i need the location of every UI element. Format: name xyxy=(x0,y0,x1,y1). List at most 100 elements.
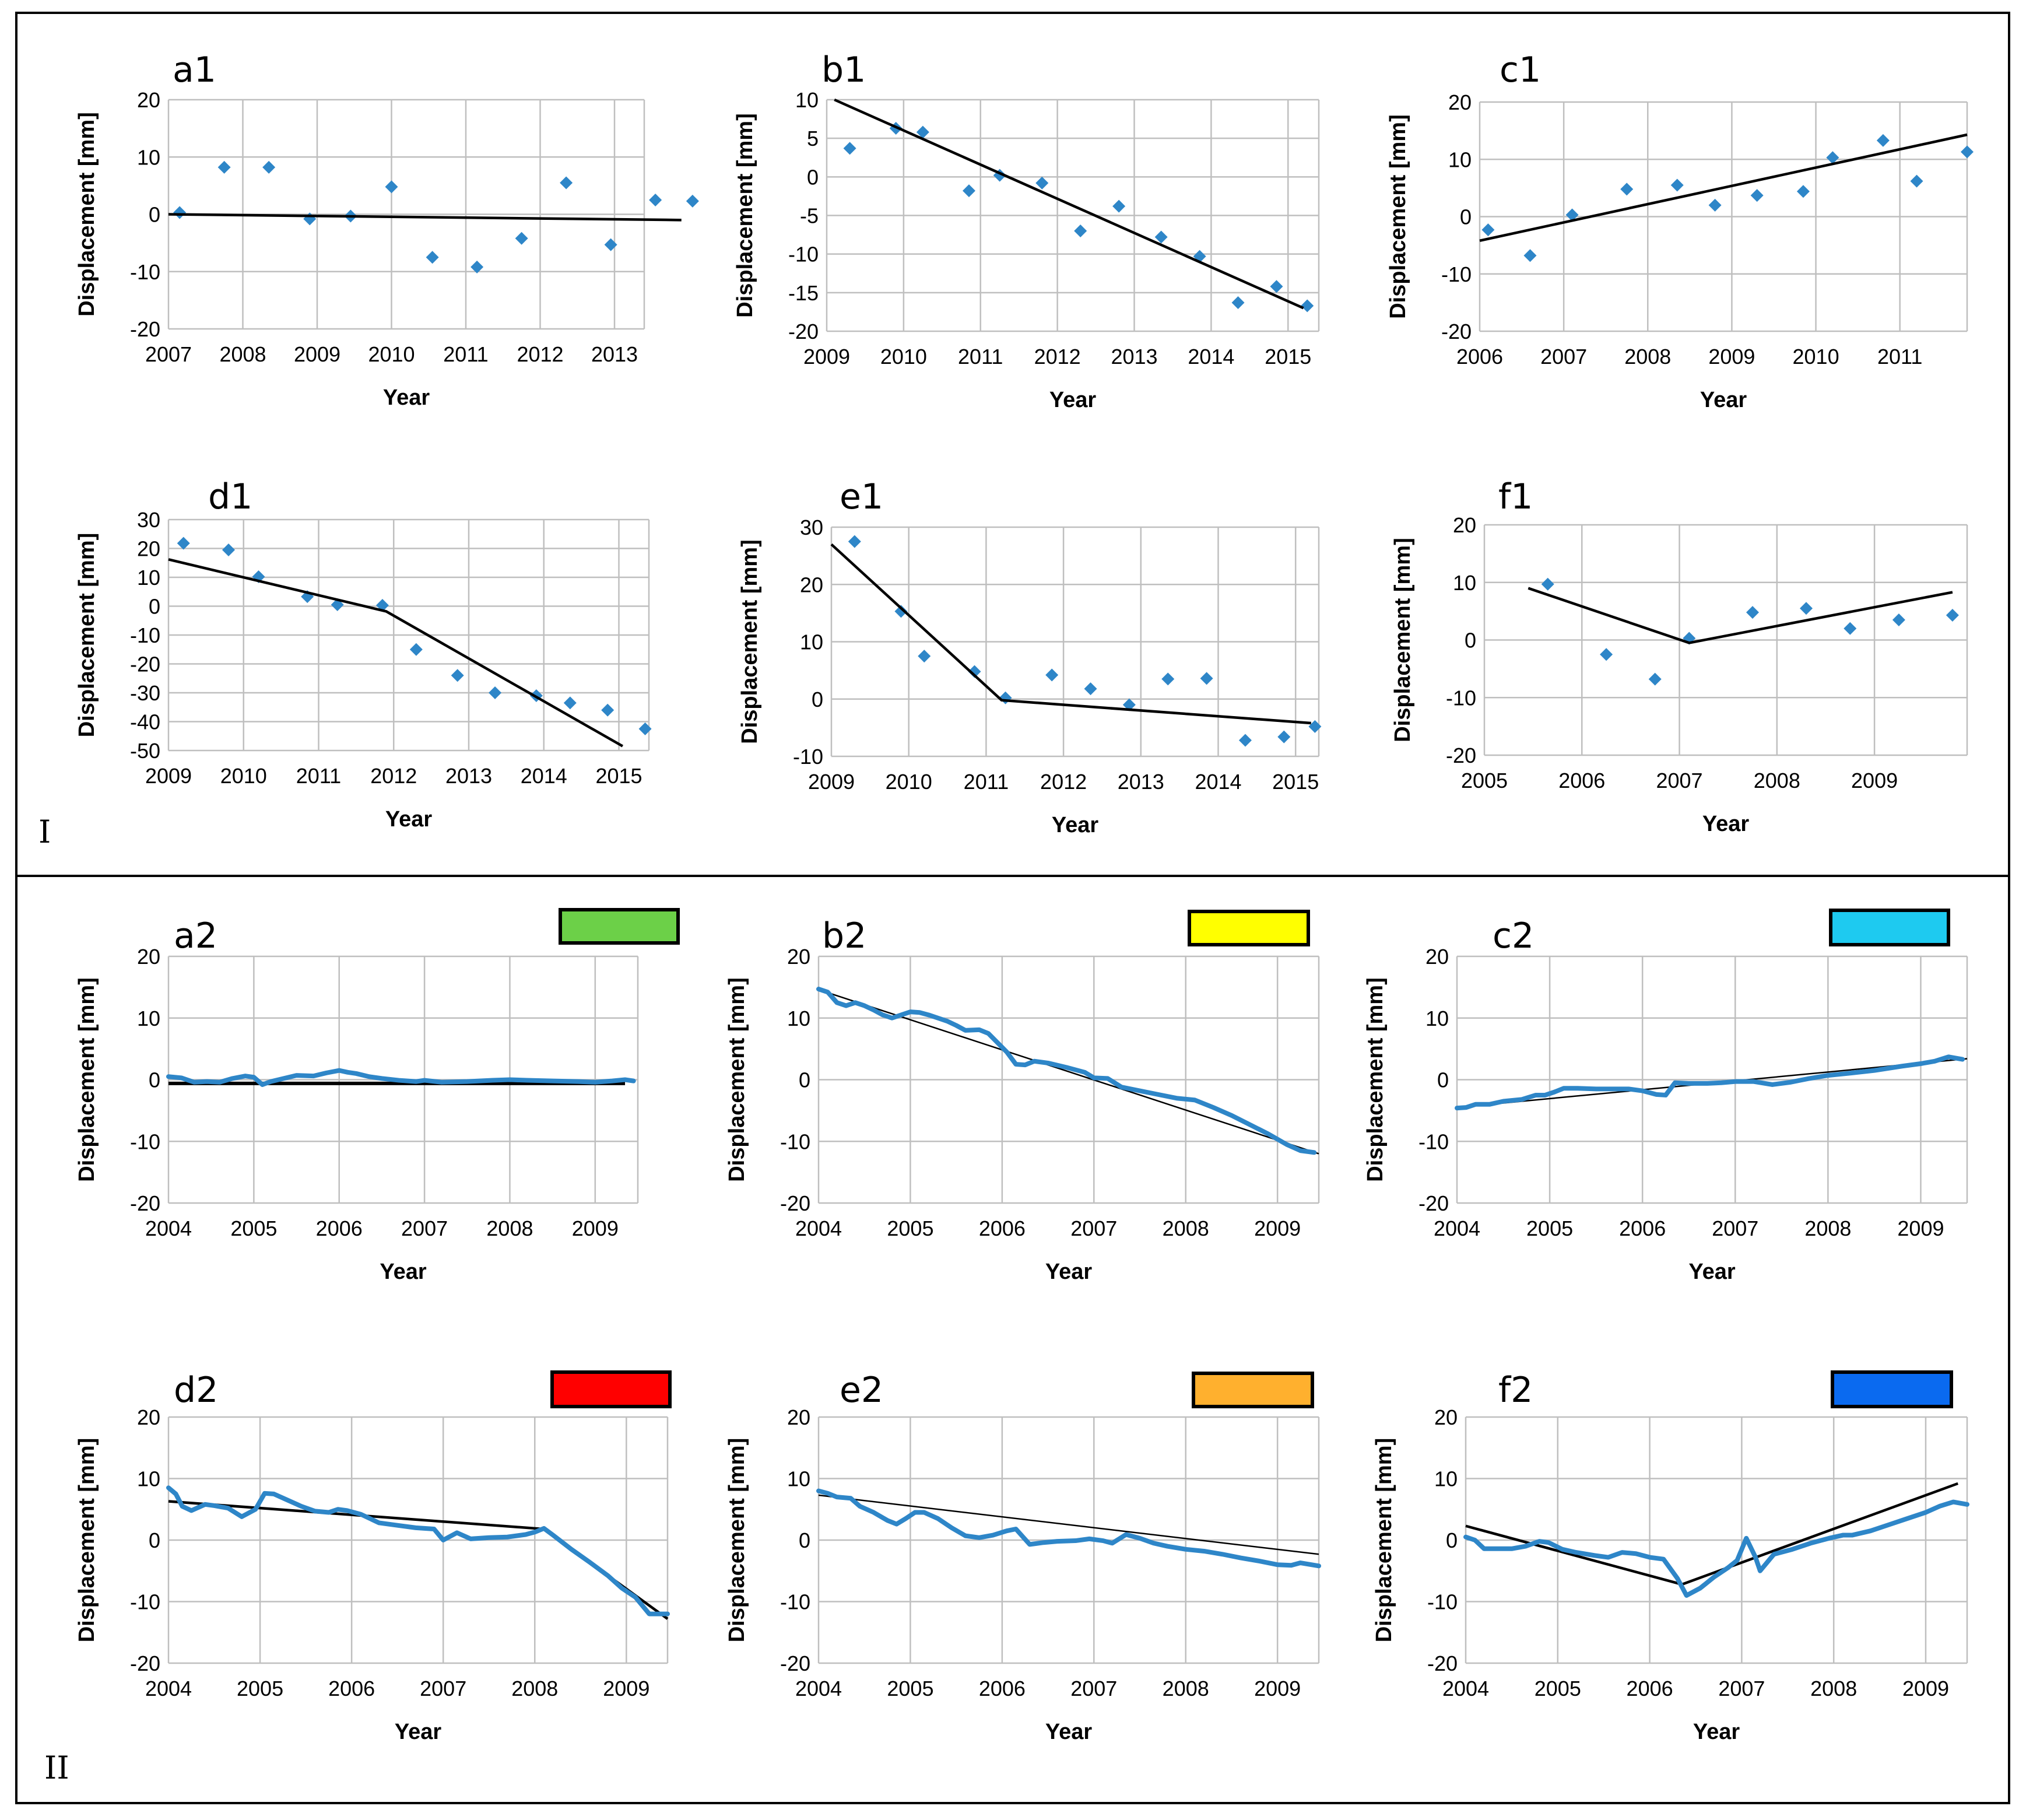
y-tick-label: 10 xyxy=(1448,148,1472,171)
x-tick-label: 2006 xyxy=(1558,769,1605,792)
x-axis-title: Year xyxy=(1049,388,1097,412)
data-point xyxy=(1231,296,1245,310)
y-tick-label: 20 xyxy=(137,945,160,969)
data-point xyxy=(962,184,975,198)
y-axis-title: Displacement [mm] xyxy=(75,533,99,738)
y-tick-label: -10 xyxy=(1441,262,1472,286)
data-point xyxy=(1892,613,1905,626)
y-tick-label: -20 xyxy=(788,320,819,343)
y-axis-title: Displacement [mm] xyxy=(1372,1438,1396,1643)
data-point xyxy=(1961,145,1974,159)
data-point xyxy=(1800,602,1813,615)
x-tick-label: 2005 xyxy=(1526,1216,1573,1240)
y-tick-label: 10 xyxy=(787,1007,810,1030)
legend-swatch xyxy=(1831,1370,1953,1408)
y-tick-label: 0 xyxy=(149,203,160,227)
section-label-top: I xyxy=(38,813,51,850)
x-tick-label: 2012 xyxy=(1034,345,1081,369)
x-tick-label: 2004 xyxy=(1442,1677,1489,1700)
panel-label: b2 xyxy=(822,916,866,956)
y-tick-label: 10 xyxy=(795,88,819,112)
x-tick-label: 2009 xyxy=(1254,1216,1301,1240)
data-point xyxy=(385,180,398,194)
y-tick-label: 0 xyxy=(1437,1068,1449,1092)
y-tick-label: 10 xyxy=(800,630,823,654)
x-tick-label: 2009 xyxy=(572,1216,619,1240)
x-tick-label: 2005 xyxy=(230,1216,277,1240)
y-tick-label: -20 xyxy=(1441,320,1472,343)
displacement-series-line xyxy=(166,1068,636,1087)
y-tick-label: -20 xyxy=(1446,744,1476,767)
y-tick-label: 0 xyxy=(812,688,823,711)
displacement-series-line xyxy=(166,1485,670,1616)
y-tick-label: 10 xyxy=(137,1467,160,1491)
x-axis-title: Year xyxy=(1045,1720,1093,1744)
y-tick-label: 10 xyxy=(1425,1007,1449,1030)
data-point xyxy=(638,722,652,735)
x-tick-label: 2015 xyxy=(1265,345,1311,369)
panel-label: d2 xyxy=(174,1370,218,1411)
x-tick-label: 2014 xyxy=(1195,770,1241,794)
x-tick-label: 2010 xyxy=(1793,345,1839,369)
y-tick-label: 20 xyxy=(1434,1405,1458,1429)
data-point xyxy=(515,232,528,245)
section-label-bottom: II xyxy=(44,1749,69,1786)
data-point xyxy=(1200,672,1213,685)
y-tick-label: -10 xyxy=(780,1130,810,1153)
x-tick-label: 2006 xyxy=(1619,1216,1666,1240)
data-point xyxy=(1910,174,1923,188)
data-point xyxy=(222,543,235,556)
y-tick-label: 0 xyxy=(1446,1528,1458,1552)
y-axis-title: Displacement [mm] xyxy=(725,1438,749,1643)
data-point xyxy=(177,536,190,550)
data-point xyxy=(1523,249,1537,262)
legend-swatch xyxy=(559,908,680,945)
data-point xyxy=(1035,176,1049,190)
y-tick-label: 10 xyxy=(1434,1467,1458,1491)
x-tick-label: 2005 xyxy=(887,1677,933,1700)
y-tick-label: -15 xyxy=(788,281,819,305)
data-point xyxy=(1796,185,1810,198)
y-tick-label: -5 xyxy=(800,204,819,228)
y-axis-title: Displacement [mm] xyxy=(738,539,762,744)
trend-line xyxy=(834,98,1304,310)
data-point xyxy=(894,605,908,618)
x-tick-label: 2011 xyxy=(443,342,488,366)
x-tick-label: 2009 xyxy=(1254,1677,1301,1700)
x-tick-label: 2008 xyxy=(1804,1216,1851,1240)
y-tick-label: -20 xyxy=(130,1191,160,1215)
y-tick-label: -50 xyxy=(130,739,160,763)
x-tick-label: 2008 xyxy=(1754,769,1800,792)
y-tick-label: -10 xyxy=(130,1130,160,1153)
x-tick-label: 2005 xyxy=(1461,769,1508,792)
displacement-series-line xyxy=(816,987,1317,1155)
data-point xyxy=(1084,682,1097,696)
data-point xyxy=(1154,230,1168,244)
x-tick-label: 2009 xyxy=(145,764,192,788)
x-tick-label: 2007 xyxy=(420,1677,466,1700)
x-tick-label: 2008 xyxy=(486,1216,533,1240)
x-tick-label: 2011 xyxy=(1877,345,1922,369)
y-tick-label: 5 xyxy=(807,127,819,150)
data-point xyxy=(1045,668,1059,682)
x-tick-label: 2009 xyxy=(1708,345,1755,369)
x-tick-label: 2004 xyxy=(145,1677,192,1700)
x-tick-label: 2006 xyxy=(979,1216,1026,1240)
data-point xyxy=(1750,189,1764,202)
panel-label: e1 xyxy=(840,476,883,517)
y-tick-label: 10 xyxy=(137,145,160,169)
displacement-series-line xyxy=(1455,1054,1965,1111)
y-tick-label: -20 xyxy=(780,1191,810,1215)
y-tick-label: -10 xyxy=(793,745,823,769)
data-point xyxy=(489,686,502,699)
y-tick-label: -40 xyxy=(130,710,160,734)
trend-line xyxy=(1528,587,1953,644)
data-point xyxy=(1541,577,1554,591)
x-tick-label: 2004 xyxy=(795,1216,842,1240)
x-tick-label: 2004 xyxy=(795,1677,842,1700)
y-tick-label: -20 xyxy=(1418,1191,1449,1215)
data-point xyxy=(217,160,231,174)
x-tick-label: 2009 xyxy=(1902,1677,1949,1700)
